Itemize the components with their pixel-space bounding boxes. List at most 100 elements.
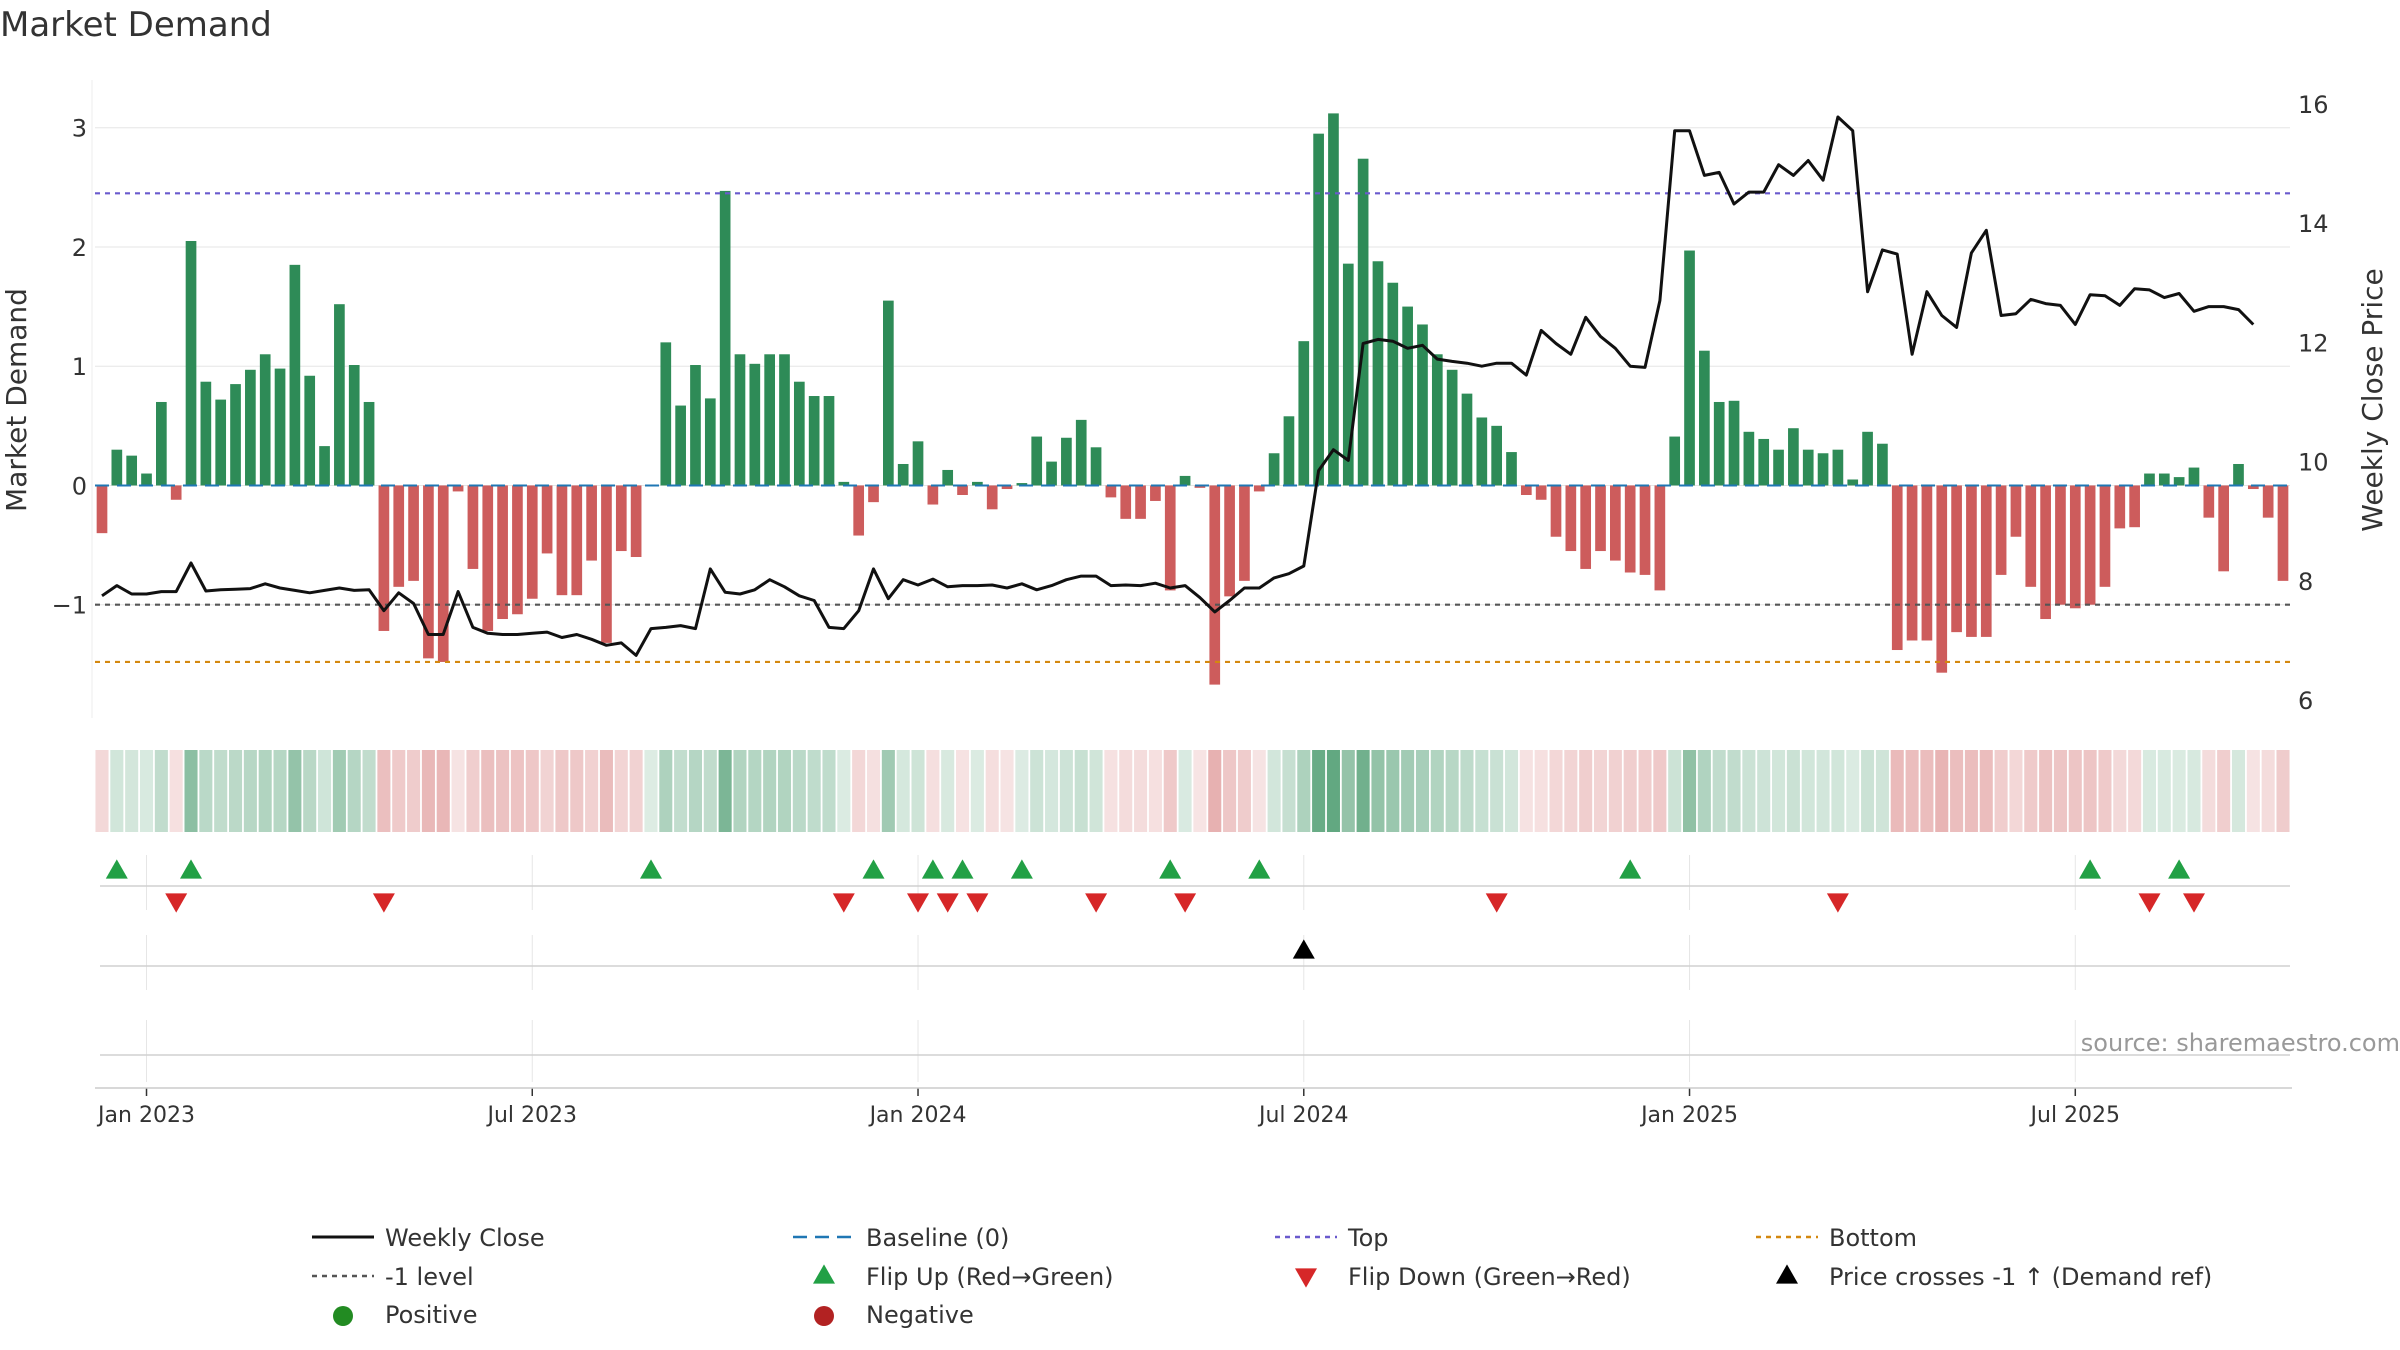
flip-down-marker xyxy=(907,893,929,913)
demand-bar xyxy=(1209,485,1221,685)
flip-up-marker xyxy=(105,859,128,879)
legend-label: Weekly Close xyxy=(385,1224,545,1252)
flip-down-marker xyxy=(936,893,959,913)
demand-bar xyxy=(556,485,568,596)
demand-bar xyxy=(2055,485,2066,605)
heat-cell xyxy=(807,750,821,832)
heat-cell xyxy=(1623,750,1637,832)
demand-bar xyxy=(1179,475,1191,486)
demand-bar xyxy=(1506,452,1517,486)
demand-bar xyxy=(1164,485,1176,591)
demand-bar xyxy=(319,446,330,486)
heat-cell xyxy=(1371,750,1385,832)
heat-cell xyxy=(926,750,940,832)
heat-cell xyxy=(1638,750,1652,832)
demand-bar xyxy=(2025,485,2037,587)
heat-cell xyxy=(585,750,599,832)
demand-bars xyxy=(96,113,2289,685)
legend-swatch-dot xyxy=(814,1306,834,1326)
heat-cell xyxy=(436,750,450,832)
heat-cell xyxy=(2217,750,2231,832)
demand-bar xyxy=(1016,483,1028,486)
heat-cell xyxy=(154,750,168,832)
demand-bar xyxy=(1595,485,1606,552)
demand-bar xyxy=(1328,113,1339,486)
legend-entry: Top xyxy=(1275,1224,1389,1252)
demand-bar xyxy=(1832,449,1844,486)
y2-tick-label: 12 xyxy=(2298,329,2329,357)
demand-bar xyxy=(1580,485,1592,569)
demand-bar xyxy=(719,190,731,486)
heat-cell xyxy=(318,750,332,832)
heat-cell xyxy=(1786,750,1800,832)
demand-bar xyxy=(1995,485,2007,575)
demand-bar xyxy=(586,485,597,561)
flip-up-marker xyxy=(862,859,885,879)
heat-cell xyxy=(1104,750,1118,832)
x-tick-label: Jan 2025 xyxy=(1639,1103,1738,1128)
demand-bar xyxy=(1402,306,1413,486)
heat-cell xyxy=(763,750,777,832)
demand-bar xyxy=(1906,485,1918,641)
heat-cell xyxy=(1430,750,1444,832)
heat-cell xyxy=(273,750,287,832)
heat-cell xyxy=(881,750,895,832)
demand-bar xyxy=(1090,447,1102,486)
heat-cell xyxy=(837,750,851,832)
heat-cell xyxy=(1208,750,1222,832)
demand-bar xyxy=(1654,485,1666,591)
heat-cell xyxy=(1861,750,1875,832)
heat-cell xyxy=(1326,750,1340,832)
demand-bar xyxy=(497,485,508,620)
demand-bar xyxy=(289,264,301,486)
flip-up-marker xyxy=(1010,859,1033,879)
heat-cell xyxy=(1683,750,1697,832)
heat-cell xyxy=(1846,750,1860,832)
demand-bar xyxy=(2010,485,2022,537)
heat-cell xyxy=(1401,750,1415,832)
demand-bar xyxy=(111,449,123,486)
demand-bar xyxy=(2173,477,2185,486)
demand-bar xyxy=(1624,485,1636,573)
heat-cell xyxy=(1579,750,1593,832)
demand-bar xyxy=(1031,436,1043,486)
heat-cell xyxy=(599,750,613,832)
heat-cell xyxy=(1964,750,1978,832)
demand-bar xyxy=(1684,250,1695,486)
heat-cell xyxy=(1831,750,1845,832)
demand-bar xyxy=(601,485,612,643)
demand-bar xyxy=(1936,485,1948,673)
demand-bar xyxy=(1461,393,1473,486)
legend-swatch-triangle-up xyxy=(1776,1264,1798,1284)
demand-bar xyxy=(526,485,538,599)
heat-cell xyxy=(2068,750,2082,832)
demand-bar xyxy=(1550,485,1562,537)
demand-bar xyxy=(230,384,241,486)
heat-cell xyxy=(1445,750,1459,832)
demand-bar xyxy=(1565,485,1577,552)
demand-bar xyxy=(393,485,405,587)
heat-cell xyxy=(970,750,984,832)
heat-cell xyxy=(2172,750,2186,832)
legend-label: Price crosses -1 ↑ (Demand ref) xyxy=(1829,1263,2212,1291)
heat-cell xyxy=(1549,750,1563,832)
flip-up-marker xyxy=(951,859,974,879)
demand-bar xyxy=(675,405,686,486)
y2-axis-label: Weekly Close Price xyxy=(2356,268,2389,531)
demand-bar xyxy=(1476,417,1488,486)
demand-bar xyxy=(1699,350,1710,486)
legend-entry: Flip Down (Green→Red) xyxy=(1295,1263,1631,1291)
heat-cell xyxy=(1950,750,1964,832)
demand-bar xyxy=(868,485,879,503)
weekly-close-line xyxy=(101,115,2255,657)
heat-cell xyxy=(1000,750,1014,832)
demand-bar xyxy=(1951,485,1962,633)
legend-entry: Positive xyxy=(333,1301,478,1329)
legend-label: Positive xyxy=(385,1301,478,1329)
heat-cell xyxy=(1312,750,1326,832)
demand-bar xyxy=(1520,485,1532,495)
legend-label: Baseline (0) xyxy=(866,1224,1009,1252)
demand-bar xyxy=(1491,425,1502,486)
heat-cell xyxy=(2053,750,2067,832)
flip-up-marker xyxy=(640,859,662,879)
